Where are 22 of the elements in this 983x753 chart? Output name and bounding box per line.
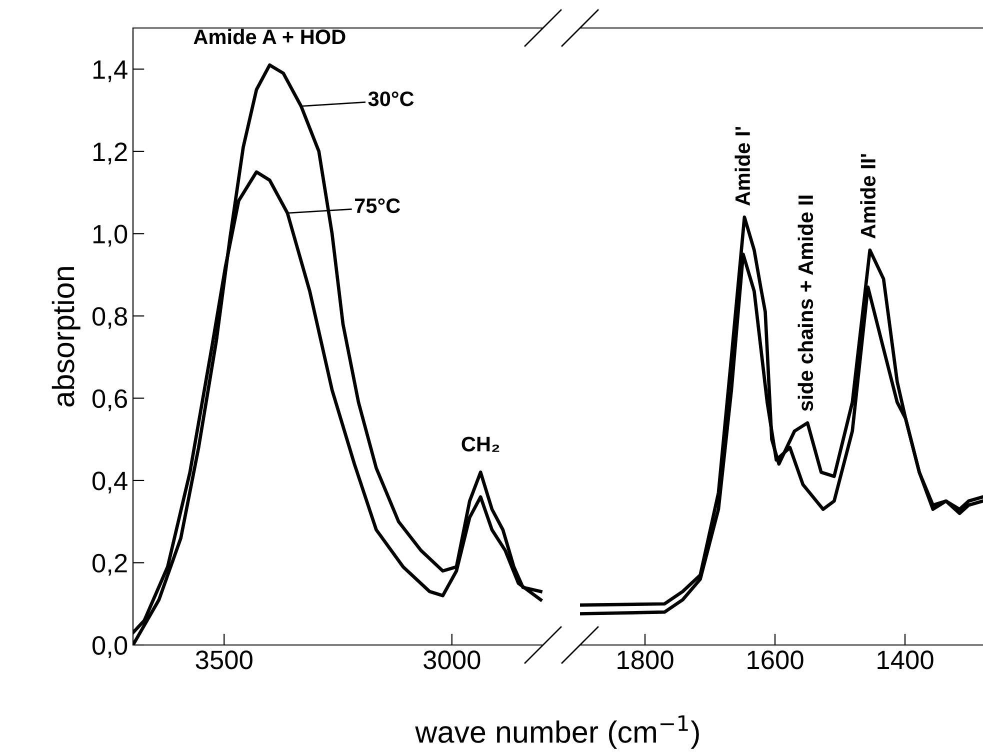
y-tick-label: 0,8 — [92, 307, 127, 329]
y-tick-label: 0,6 — [92, 389, 127, 412]
y-tick-label: 0,2 — [92, 554, 127, 576]
legend-label: 75°C — [354, 198, 400, 214]
annotation: side chains + Amide II — [798, 196, 814, 412]
x-tick-label: 3000 — [424, 650, 480, 670]
annotation: CH₂ — [462, 436, 500, 452]
annotation: Amide II' — [860, 154, 876, 238]
annotation: Amide A + HOD — [194, 28, 346, 44]
y-tick-label: 0,0 — [92, 636, 128, 658]
y-tick-label: 1,0 — [93, 224, 128, 247]
legend-label: 30°C — [368, 91, 414, 106]
x-tick-label: 1600 — [748, 650, 804, 670]
x-tick-label: 3500 — [196, 650, 252, 670]
x-tick-label: 1400 — [878, 650, 934, 670]
x-tick-label: 1800 — [618, 650, 674, 670]
annotation: Amide I' — [734, 126, 750, 206]
x-axis-title: wave number (cm$^{−1}$) — [415, 715, 699, 749]
y-tick-label: 1,4 — [93, 60, 128, 82]
y-axis-title: absorption — [52, 267, 80, 407]
y-tick-label: 1,2 — [93, 142, 127, 164]
y-tick-label: 0,4 — [92, 472, 128, 494]
